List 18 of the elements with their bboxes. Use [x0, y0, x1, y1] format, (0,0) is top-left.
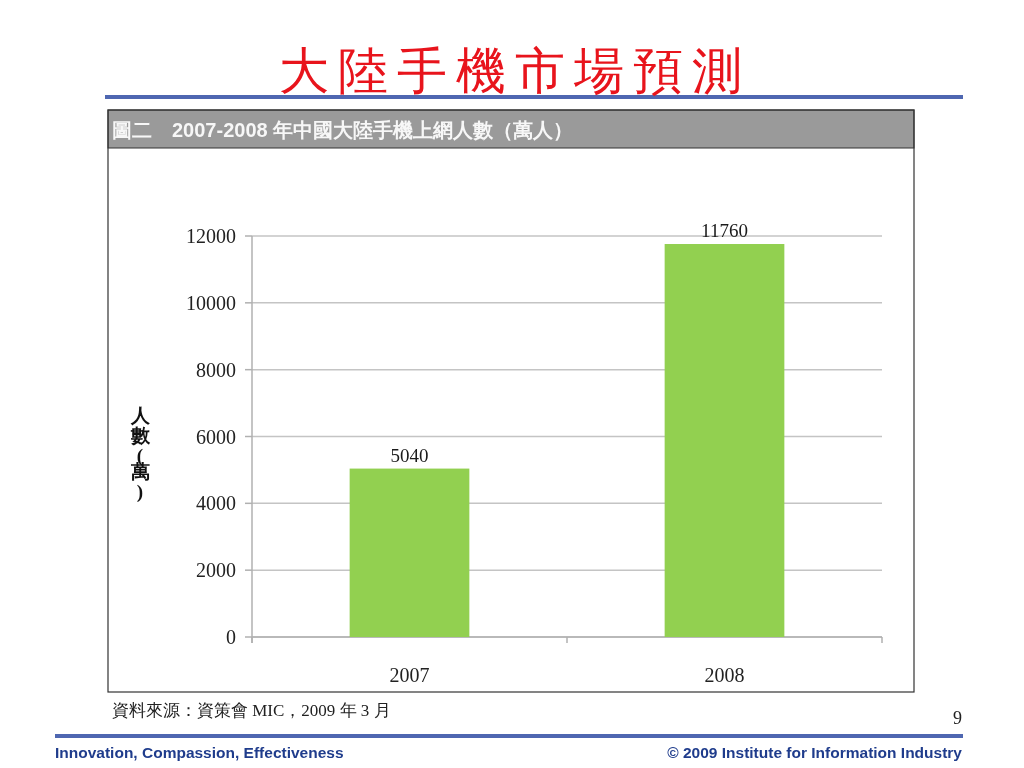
data-label: 5040 [390, 444, 429, 466]
y-tick-label: 12000 [186, 225, 236, 247]
y-tick-label: 0 [226, 626, 236, 648]
x-tick-label: 2007 [389, 664, 430, 686]
text: Innovation, Compassion, Effectiveness [55, 744, 344, 761]
chart-subtitle: 圖二 2007-2008 年中國大陸手機上網人數（萬人） [112, 119, 574, 141]
y-tick-label: 6000 [196, 425, 236, 448]
x-tick-label: 2008 [704, 664, 745, 686]
data-label: 11760 [701, 220, 748, 242]
y-axis-title: 人數(萬) [129, 405, 151, 504]
y-tick-label: 2000 [196, 559, 236, 582]
text: 9 [953, 708, 962, 728]
y-tick-label: 10000 [186, 291, 236, 314]
source-note: 資料來源：資策會 MIC，2009 年 3 月 [112, 701, 391, 720]
y-tick-label: 8000 [196, 358, 236, 381]
y-tick-label: 4000 [196, 492, 236, 515]
text: © 2009 Institute for Information Industry [667, 744, 963, 761]
chart-title: 大陸手機市場預測 [279, 43, 751, 99]
